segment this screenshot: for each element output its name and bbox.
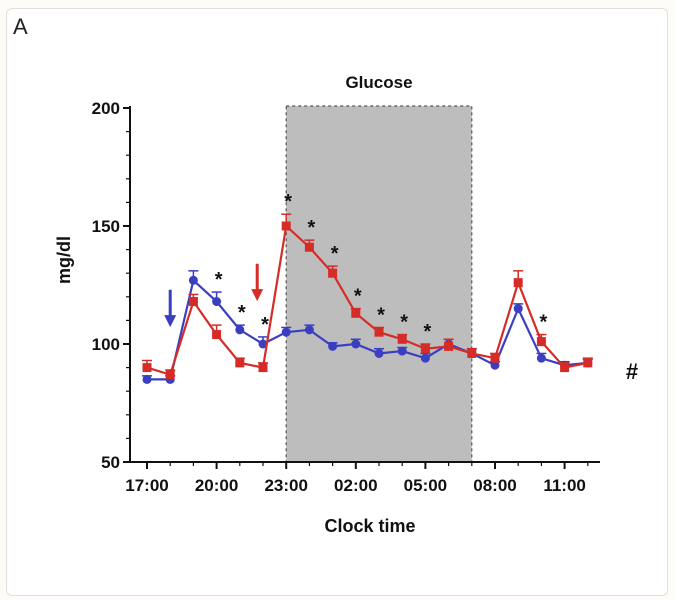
significance-star: * — [261, 314, 269, 336]
red-series-point — [467, 348, 477, 358]
y-axis-title: mg/dl — [54, 236, 74, 284]
blue-series-point — [235, 325, 245, 335]
blue-series-point — [490, 360, 500, 370]
blue-series-point — [513, 304, 523, 314]
red-series-point — [444, 341, 454, 351]
red-series-point — [490, 353, 500, 363]
significance-star: * — [540, 312, 548, 334]
blue-series-point — [188, 275, 198, 285]
blue-series-point — [258, 339, 268, 349]
blue-series-point — [374, 348, 384, 358]
significance-star: * — [238, 302, 246, 324]
significance-star: * — [215, 269, 223, 291]
significance-star: * — [377, 304, 385, 326]
y-tick-label: 50 — [101, 453, 120, 472]
blue-series-point — [536, 353, 546, 363]
blue-series-point — [397, 346, 407, 356]
blue-series-point — [212, 297, 222, 307]
red-series-point — [397, 334, 407, 344]
shaded-region-label: Glucose — [345, 73, 412, 92]
y-tick-label: 200 — [92, 99, 120, 118]
glucose-shaded-region — [285, 105, 473, 463]
blue-series-point — [420, 353, 430, 363]
blue-series-point — [304, 325, 314, 335]
red-series-point — [351, 308, 361, 318]
y-tick-label: 150 — [92, 217, 120, 236]
x-axis-title: Clock time — [324, 516, 415, 536]
significance-star: * — [424, 321, 432, 343]
red-series-point — [583, 358, 593, 368]
y-tick-label: 100 — [92, 335, 120, 354]
significance-star: * — [284, 191, 292, 213]
overall-significance-marker: # — [626, 359, 638, 384]
red-series-point — [328, 268, 338, 278]
x-tick-label: 08:00 — [473, 476, 516, 495]
blue-series-point — [142, 374, 152, 384]
red-series-point — [536, 337, 546, 347]
x-tick-label: 17:00 — [125, 476, 168, 495]
red-series-point — [235, 358, 245, 368]
red-series-point — [513, 278, 523, 288]
x-tick-label: 23:00 — [264, 476, 307, 495]
significance-star: * — [400, 312, 408, 334]
significance-star: * — [331, 243, 339, 265]
x-tick-label: 05:00 — [404, 476, 447, 495]
blue-series-point — [328, 341, 338, 351]
red-series-point — [304, 242, 314, 252]
significance-star: * — [308, 217, 316, 239]
x-tick-label: 20:00 — [195, 476, 238, 495]
significance-star: * — [354, 286, 362, 308]
blue-series-line — [147, 278, 588, 381]
red-series-point — [165, 370, 175, 380]
red-series-point — [420, 344, 430, 354]
blue-series-point — [281, 327, 291, 337]
x-tick-label: 02:00 — [334, 476, 377, 495]
blue-series-point — [351, 339, 361, 349]
red-series-point — [258, 363, 268, 373]
red-series-point — [281, 221, 291, 231]
red-series-point — [212, 330, 222, 340]
blue-arrow-head — [164, 315, 177, 328]
red-series-point — [188, 297, 198, 307]
x-tick-label: 11:00 — [543, 476, 586, 495]
red-series-point — [374, 327, 384, 337]
red-series-point — [142, 363, 152, 373]
red-arrow-head — [251, 289, 264, 302]
red-series-line — [146, 223, 589, 377]
red-series-point — [560, 363, 570, 373]
panel-letter: A — [13, 14, 28, 39]
